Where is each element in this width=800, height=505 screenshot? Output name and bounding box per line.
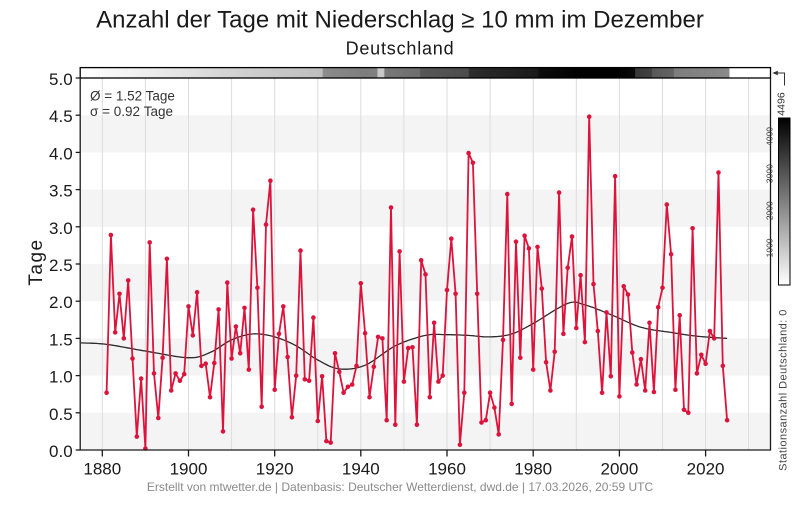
svg-text:0.5: 0.5 [49,405,73,424]
svg-text:Erstellt von mtwetter.de | Dat: Erstellt von mtwetter.de | Datenbasis: D… [147,480,654,494]
svg-text:2000: 2000 [600,460,638,479]
svg-text:Tage: Tage [26,238,47,285]
svg-text:5.0: 5.0 [49,70,73,89]
svg-text:2000: 2000 [764,201,774,220]
svg-text:3000: 3000 [764,164,774,183]
svg-text:Stationsanzahl Deutschland: 0: Stationsanzahl Deutschland: 0 [778,309,790,471]
svg-text:1880: 1880 [83,460,121,479]
svg-text:0.0: 0.0 [49,442,73,461]
svg-text:2.0: 2.0 [49,293,73,312]
svg-text:3.5: 3.5 [49,182,73,201]
svg-text:4.0: 4.0 [49,144,73,163]
svg-text:4.5: 4.5 [49,107,73,126]
svg-text:4496: 4496 [776,92,788,116]
svg-text:1900: 1900 [170,460,208,479]
svg-text:2020: 2020 [687,460,725,479]
svg-text:4000: 4000 [764,127,774,146]
svg-text:1.5: 1.5 [49,330,73,349]
svg-text:Ø = 1.52 Tage: Ø = 1.52 Tage [90,89,175,104]
svg-text:σ = 0.92 Tage: σ = 0.92 Tage [90,104,173,119]
svg-text:1980: 1980 [514,460,552,479]
svg-text:1000: 1000 [764,238,774,257]
svg-text:Anzahl der Tage mit Niederschl: Anzahl der Tage mit Niederschlag ≥ 10 mm… [96,7,704,34]
svg-text:3.0: 3.0 [49,219,73,238]
svg-text:1.0: 1.0 [49,368,73,387]
svg-text:Deutschland: Deutschland [346,39,455,59]
svg-text:1940: 1940 [342,460,380,479]
svg-text:2.5: 2.5 [49,256,73,275]
svg-text:1960: 1960 [428,460,466,479]
svg-text:1920: 1920 [256,460,294,479]
